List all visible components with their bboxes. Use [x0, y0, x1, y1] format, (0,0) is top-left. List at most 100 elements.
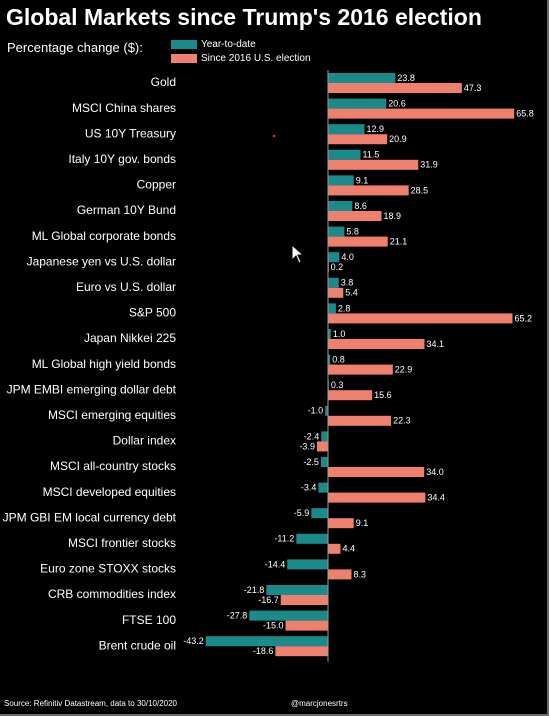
bar-ytd	[318, 482, 328, 493]
legend-swatch-ytd	[171, 40, 197, 49]
data-label-ytd: 0.3	[331, 380, 344, 390]
bar-since	[328, 134, 388, 145]
data-label-ytd: 23.8	[397, 73, 415, 83]
bar-since	[328, 415, 392, 426]
bar-ytd	[328, 354, 331, 365]
data-label-ytd: 3.8	[341, 278, 354, 288]
bar-ytd	[328, 277, 339, 288]
bar-ytd	[311, 508, 328, 519]
data-label-ytd: 4.0	[341, 252, 354, 262]
data-label-since: 34.4	[427, 492, 445, 502]
category-label: German 10Y Bund	[77, 203, 176, 217]
bar-since	[280, 595, 328, 605]
bar-since	[328, 364, 393, 375]
data-label-since: 21.1	[390, 236, 408, 246]
bar-since	[328, 236, 388, 247]
data-label-since: 65.2	[515, 313, 533, 323]
data-label-ytd: -11.2	[274, 534, 294, 544]
bar-ytd	[287, 559, 328, 570]
category-label: Brent crude oil	[99, 638, 176, 652]
bar-ytd	[325, 405, 328, 416]
bar-ytd	[328, 226, 345, 237]
category-label: MSCI emerging equities	[48, 408, 176, 422]
source-note: Source: Refinitiv Datastream, data to 30…	[4, 699, 177, 708]
bar-ytd	[320, 457, 328, 467]
category-label: Euro zone STOXX stocks	[40, 562, 176, 576]
data-label-ytd: 0.8	[332, 354, 345, 364]
data-label-since: 31.9	[420, 160, 438, 170]
bar-since	[328, 185, 409, 196]
bar-since	[328, 492, 426, 503]
bar-ytd	[328, 124, 365, 135]
data-label-ytd: -21.8	[244, 585, 265, 595]
bar-since	[328, 467, 425, 477]
bar-ytd	[266, 585, 328, 595]
bar-since	[328, 287, 344, 298]
data-label-since: -18.6	[253, 646, 274, 656]
data-label-ytd: -43.2	[183, 636, 204, 646]
category-label: MSCI China shares	[72, 101, 176, 115]
data-label-since: 22.3	[393, 416, 411, 426]
bar-since	[275, 646, 328, 657]
data-label-ytd: 9.1	[356, 175, 369, 185]
data-label-ytd: 20.6	[388, 98, 406, 108]
data-label-since: 18.9	[383, 211, 401, 221]
data-label-since: 4.4	[342, 544, 355, 554]
data-label-ytd: 5.8	[346, 226, 359, 236]
bar-ytd	[328, 98, 387, 109]
bar-since	[328, 313, 513, 324]
bar-since	[328, 211, 382, 221]
bar-ytd	[328, 73, 396, 83]
bar-ytd	[328, 175, 354, 186]
bar-ytd	[205, 636, 328, 647]
data-label-since: 34.0	[426, 467, 444, 477]
data-label-ytd: -5.9	[294, 508, 310, 518]
legend-item-since: Since 2016 U.S. election	[171, 53, 311, 64]
category-label: Japanese yen vs U.S. dollar	[27, 254, 176, 268]
bar-ytd	[328, 201, 353, 211]
data-label-ytd: -2.4	[304, 431, 320, 441]
data-label-since: 28.5	[411, 185, 429, 195]
bar-since	[328, 159, 419, 170]
category-label: JPM EMBI emerging dollar debt	[7, 382, 177, 396]
data-label-since: -3.9	[299, 441, 315, 451]
category-label: Japan Nikkei 225	[84, 331, 176, 345]
data-label-since: 22.9	[395, 364, 413, 374]
bar-since	[316, 441, 328, 452]
bar-since	[285, 620, 328, 631]
data-label-since: 8.3	[353, 569, 366, 579]
bar-ytd	[328, 252, 340, 263]
bar-since	[328, 108, 515, 119]
data-label-ytd: -2.5	[303, 457, 319, 467]
data-label-ytd: -14.4	[265, 559, 286, 569]
legend-label-ytd: Year-to-date	[201, 39, 256, 50]
data-label-ytd: -1.0	[308, 406, 324, 416]
data-label-ytd: 2.8	[338, 303, 351, 313]
bar-ytd	[328, 329, 331, 339]
category-label: Dollar index	[113, 434, 176, 448]
chart-subtitle: Percentage change ($):	[7, 40, 143, 55]
bar-ytd	[249, 610, 328, 621]
category-label: Gold	[151, 75, 176, 89]
category-label: MSCI developed equities	[43, 485, 176, 499]
bar-since	[328, 569, 352, 580]
mouse-cursor-icon	[291, 244, 305, 264]
data-label-ytd: -3.4	[301, 482, 317, 492]
category-label: ML Global high yield bonds	[32, 357, 176, 371]
category-label: ML Global corporate bonds	[32, 229, 176, 243]
data-label-ytd: 1.0	[333, 329, 346, 339]
category-label: Euro vs U.S. dollar	[76, 280, 176, 294]
category-label: CRB commodities index	[48, 587, 176, 601]
chart-title: Global Markets since Trump's 2016 electi…	[6, 4, 482, 30]
data-label-ytd: 8.6	[354, 201, 367, 211]
bar-ytd	[321, 431, 328, 442]
data-label-since: 0.2	[331, 262, 344, 272]
bar-ytd	[296, 533, 328, 544]
bar-since	[328, 83, 462, 93]
legend-swatch-since	[171, 54, 197, 63]
data-label-since: 9.1	[356, 518, 369, 528]
data-label-ytd: 11.5	[363, 150, 380, 160]
window-border-right	[547, 0, 549, 716]
category-label: Copper	[137, 178, 176, 192]
